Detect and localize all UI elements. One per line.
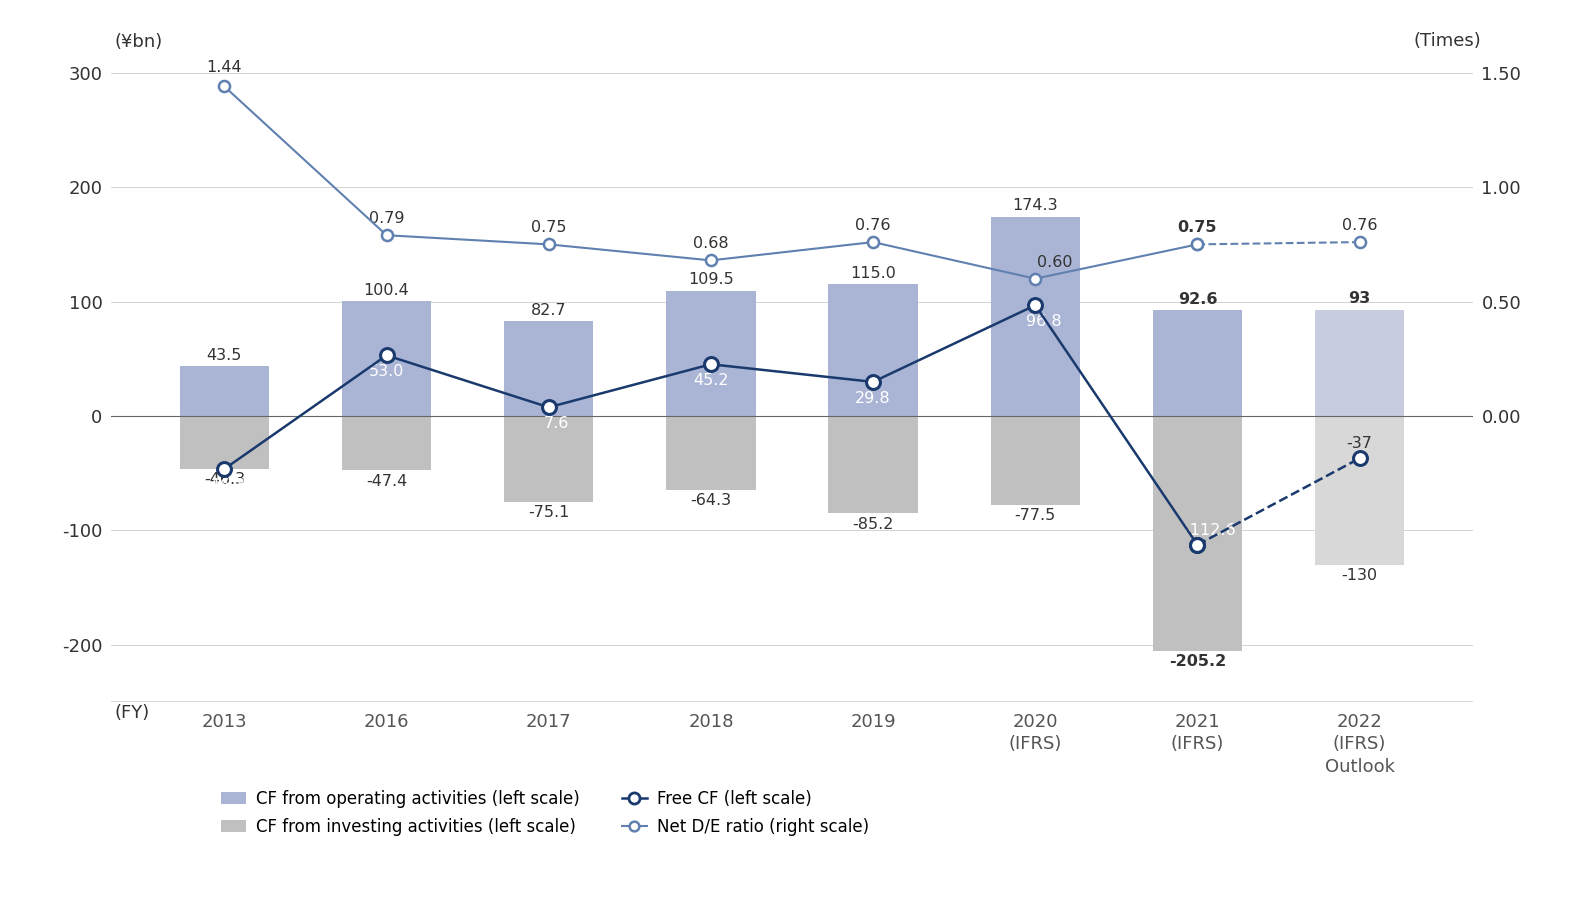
Bar xyxy=(504,321,594,416)
Text: 174.3: 174.3 xyxy=(1012,198,1058,213)
Text: 0.75: 0.75 xyxy=(1177,220,1217,235)
Text: -64.3: -64.3 xyxy=(691,493,732,508)
Text: 82.7: 82.7 xyxy=(531,303,567,318)
Text: 0.68: 0.68 xyxy=(694,236,729,251)
Bar xyxy=(181,366,269,416)
Bar xyxy=(504,416,594,502)
Bar xyxy=(181,416,269,469)
Legend: CF from operating activities (left scale), CF from investing activities (left sc: CF from operating activities (left scale… xyxy=(214,783,876,842)
Text: (Times): (Times) xyxy=(1413,32,1481,50)
Text: 0.79: 0.79 xyxy=(369,212,404,226)
Text: 1.44: 1.44 xyxy=(206,60,242,75)
Bar xyxy=(828,284,917,416)
Text: -47.4: -47.4 xyxy=(366,473,407,489)
Text: 43.5: 43.5 xyxy=(208,347,242,363)
Text: 93: 93 xyxy=(1348,292,1370,306)
Text: -112.6: -112.6 xyxy=(1185,523,1236,538)
Text: -77.5: -77.5 xyxy=(1015,508,1057,523)
Bar xyxy=(990,416,1080,505)
Text: 115.0: 115.0 xyxy=(851,266,897,281)
Text: 29.8: 29.8 xyxy=(855,391,890,406)
Text: -130: -130 xyxy=(1342,568,1378,583)
Bar xyxy=(1315,310,1403,416)
Text: 92.6: 92.6 xyxy=(1177,292,1217,307)
Text: 0.76: 0.76 xyxy=(855,218,890,233)
Text: 96.8: 96.8 xyxy=(1025,314,1061,329)
Text: -46.3: -46.3 xyxy=(204,478,246,493)
Bar xyxy=(828,416,917,514)
Text: -75.1: -75.1 xyxy=(527,505,569,520)
Text: 100.4: 100.4 xyxy=(364,283,409,298)
Bar xyxy=(667,291,756,416)
Text: 0.75: 0.75 xyxy=(531,220,567,235)
Text: (FY): (FY) xyxy=(114,705,149,723)
Text: 45.2: 45.2 xyxy=(694,374,729,389)
Bar xyxy=(1153,416,1242,651)
Bar xyxy=(667,416,756,490)
Bar xyxy=(1315,416,1403,564)
Text: -205.2: -205.2 xyxy=(1169,654,1226,670)
Bar xyxy=(342,416,431,470)
Text: -85.2: -85.2 xyxy=(852,517,893,532)
Text: -46.3: -46.3 xyxy=(204,472,246,488)
Bar xyxy=(990,217,1080,416)
Bar xyxy=(1153,310,1242,416)
Text: 109.5: 109.5 xyxy=(687,273,733,287)
Text: 0.60: 0.60 xyxy=(1038,255,1072,269)
Text: 53.0: 53.0 xyxy=(369,364,404,380)
Text: -37: -37 xyxy=(1346,436,1373,452)
Text: 7.6: 7.6 xyxy=(545,417,570,431)
Bar xyxy=(342,302,431,416)
Text: 0.76: 0.76 xyxy=(1342,218,1378,233)
Text: (¥bn): (¥bn) xyxy=(114,32,163,50)
